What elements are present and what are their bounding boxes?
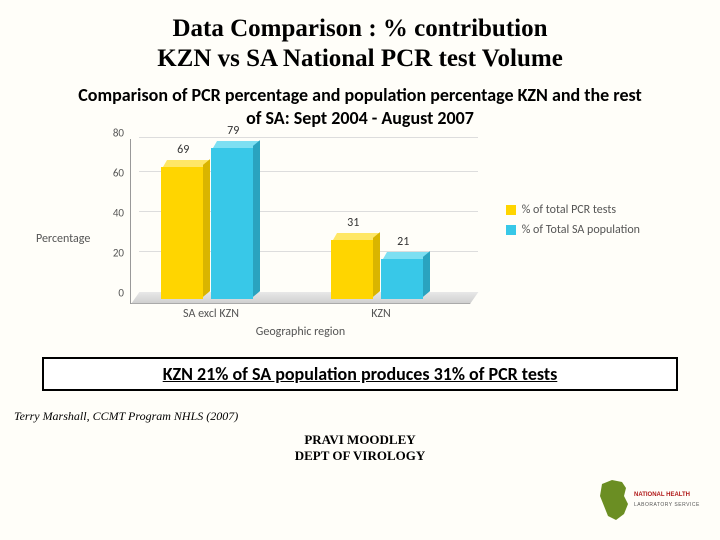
ytick-4: 80 bbox=[113, 127, 124, 140]
bar-front bbox=[331, 240, 373, 299]
page-title: Data Comparison : % contribution KZN vs … bbox=[0, 0, 720, 80]
bar-front bbox=[211, 148, 253, 299]
title-l2: KZN vs SA National PCR test Volume bbox=[157, 45, 563, 72]
ytick-2: 40 bbox=[113, 207, 124, 220]
bar-sa-pcr: 69 bbox=[161, 167, 203, 299]
nhls-logo: NATIONAL HEALTH LABORATORY SERVICE bbox=[594, 476, 704, 526]
plot-area: 69 79 31 21 SA excl KZN KZN Geographic r… bbox=[130, 139, 470, 304]
bar-value: 79 bbox=[227, 124, 239, 138]
bar-side bbox=[373, 232, 380, 297]
footer-l2: DEPT OF VIROLOGY bbox=[295, 448, 426, 463]
legend-label: % of total PCR tests bbox=[522, 203, 616, 217]
footer-l1: PRAVI MOODLEY bbox=[304, 432, 415, 447]
svg-text:LABORATORY SERVICE: LABORATORY SERVICE bbox=[634, 502, 700, 508]
bar-kzn-pop: 21 bbox=[381, 259, 423, 299]
y-axis-label: Percentage bbox=[36, 232, 90, 246]
legend-swatch bbox=[506, 225, 516, 235]
bar-front bbox=[381, 259, 423, 299]
bar-value: 69 bbox=[177, 143, 189, 157]
xtick-1: KZN bbox=[371, 307, 391, 321]
gridline bbox=[139, 137, 478, 138]
ytick-3: 60 bbox=[113, 167, 124, 180]
y-ticks: 0 20 40 60 80 bbox=[100, 139, 128, 304]
legend-swatch bbox=[506, 205, 516, 215]
title-l1: Data Comparison : % contribution bbox=[172, 15, 547, 42]
footer: PRAVI MOODLEY DEPT OF VIROLOGY bbox=[0, 432, 720, 463]
legend-item: % of total PCR tests bbox=[506, 203, 640, 217]
bar-sa-pop: 79 bbox=[211, 148, 253, 299]
bar-front bbox=[161, 167, 203, 299]
ytick-1: 20 bbox=[113, 247, 124, 260]
legend-label: % of Total SA population bbox=[522, 223, 640, 237]
chart-subtitle: Comparison of PCR percentage and populat… bbox=[0, 80, 720, 139]
credit-text: Terry Marshall, CCMT Program NHLS (2007) bbox=[14, 409, 720, 424]
bar-kzn-pcr: 31 bbox=[331, 240, 373, 299]
bar-side bbox=[253, 140, 260, 297]
bar-value: 31 bbox=[347, 216, 359, 230]
x-axis-label: Geographic region bbox=[256, 325, 345, 339]
bar-side bbox=[423, 251, 430, 297]
callout-box: KZN 21% of SA population produces 31% of… bbox=[42, 357, 678, 391]
legend-item: % of Total SA population bbox=[506, 223, 640, 237]
legend: % of total PCR tests % of Total SA popul… bbox=[506, 197, 640, 243]
bar-value: 21 bbox=[397, 235, 409, 249]
bar-side bbox=[203, 159, 210, 297]
xtick-0: SA excl KZN bbox=[183, 307, 239, 321]
africa-map-icon: NATIONAL HEALTH LABORATORY SERVICE bbox=[594, 476, 704, 526]
bar-chart: Percentage 0 20 40 60 80 69 79 bbox=[40, 139, 640, 339]
svg-text:NATIONAL HEALTH: NATIONAL HEALTH bbox=[634, 492, 690, 498]
ytick-0: 0 bbox=[118, 287, 124, 300]
